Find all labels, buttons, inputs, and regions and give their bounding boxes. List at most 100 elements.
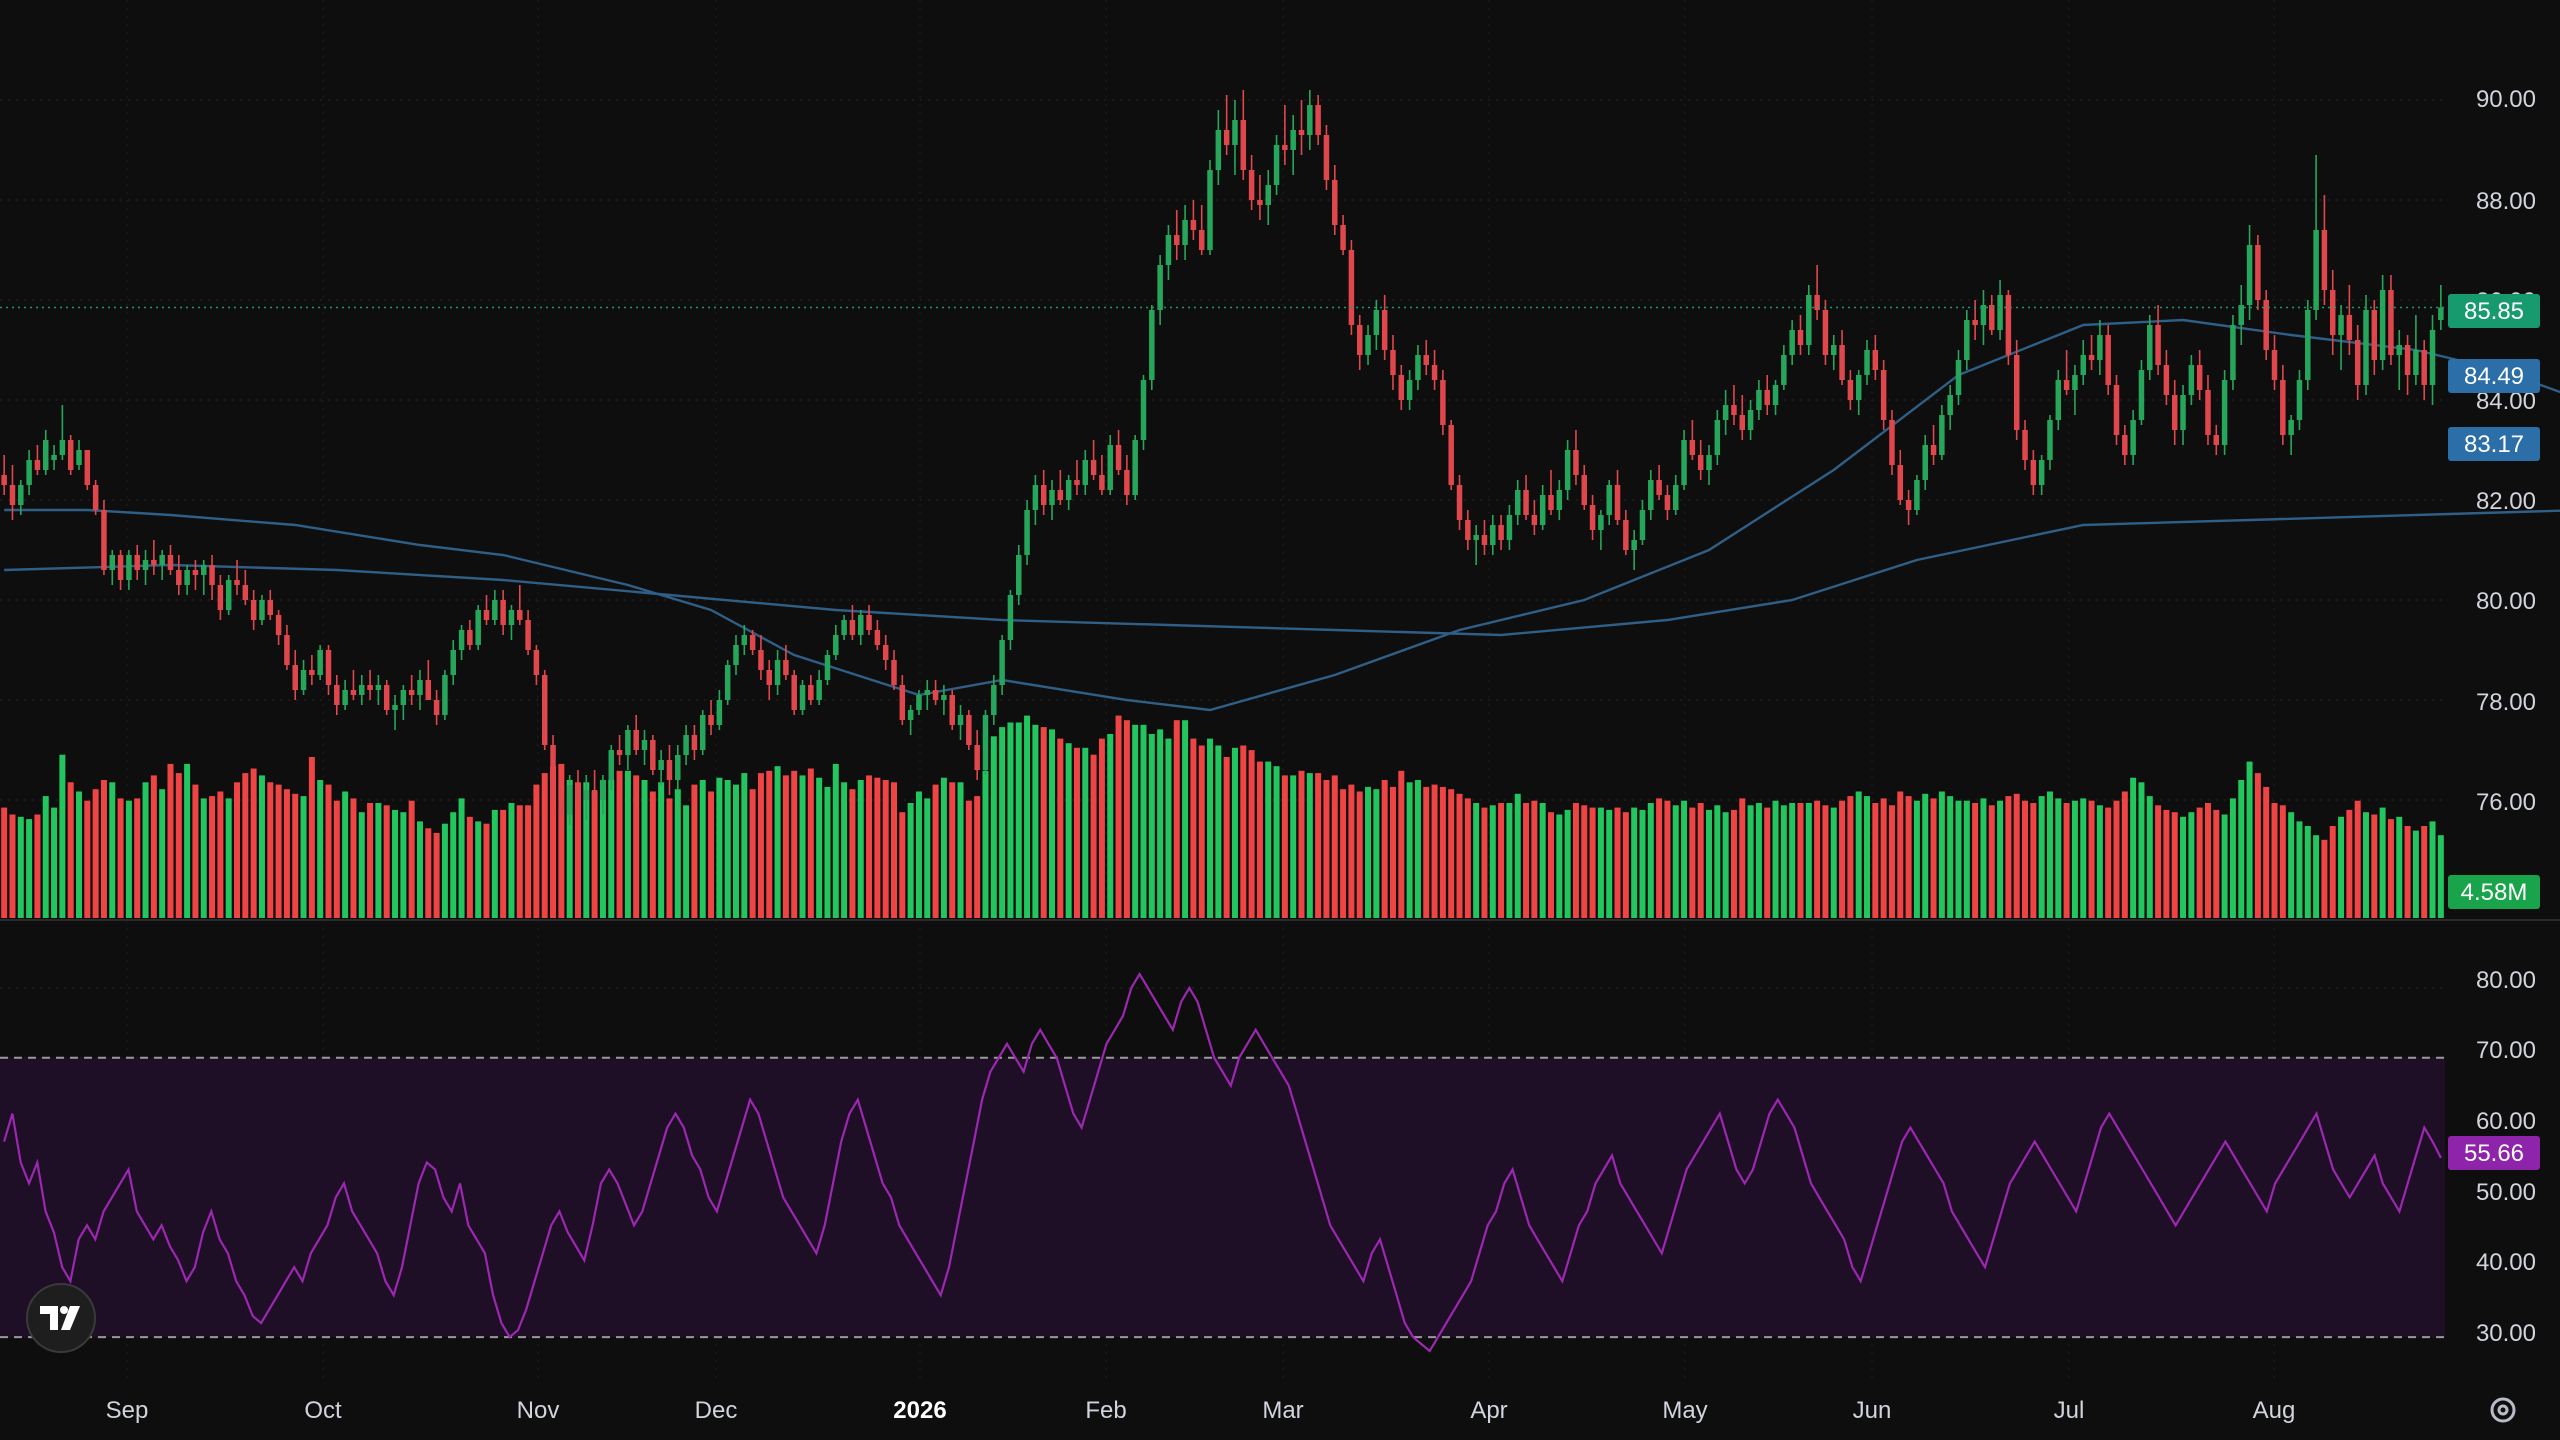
candle-body <box>458 630 465 650</box>
candle-body <box>1706 455 1712 470</box>
candle-body <box>1939 415 1945 455</box>
tradingview-logo-icon[interactable] <box>26 1283 96 1353</box>
candle-body <box>575 785 581 800</box>
volume-bar <box>599 780 606 918</box>
volume-bar <box>258 775 265 918</box>
volume-bar <box>217 791 224 918</box>
volume-bar <box>1198 745 1205 918</box>
volume-bar <box>2022 800 2029 918</box>
candle-body <box>2088 355 2095 360</box>
candle-body <box>2196 365 2203 390</box>
volume-bar <box>425 828 432 918</box>
volume-bar <box>550 766 557 918</box>
candle-body <box>1697 455 1704 470</box>
candle-body <box>1348 250 1355 325</box>
candle-body <box>991 685 997 715</box>
candle-body <box>824 655 831 680</box>
candle-body <box>375 685 382 690</box>
candle-body <box>1174 235 1180 245</box>
volume-bar <box>2296 821 2303 918</box>
candle-body <box>1897 465 1904 500</box>
candle-body <box>1589 505 1596 530</box>
candle-body <box>76 450 82 465</box>
volume-bar <box>2254 773 2261 918</box>
candle-body <box>2171 395 2178 430</box>
volume-bar <box>2271 803 2278 918</box>
volume-bar <box>1972 803 1979 918</box>
volume-bar <box>1672 805 1679 918</box>
volume-bar <box>1215 745 1222 918</box>
candle-body <box>2288 420 2294 435</box>
candle-body <box>675 755 681 780</box>
volume-bar <box>741 773 748 918</box>
volume-bar <box>1423 786 1430 918</box>
volume-bar <box>733 784 739 918</box>
moving-average-line-0 <box>4 318 2560 712</box>
volume-bar <box>583 782 590 918</box>
volume-bar <box>400 812 407 918</box>
volume-bar <box>433 832 440 918</box>
candle-body <box>201 565 207 575</box>
candle-body <box>982 715 989 770</box>
volume-bar <box>882 780 889 918</box>
candle-body <box>2413 350 2419 375</box>
volume-bar <box>1947 796 1954 918</box>
volume-bar <box>1256 761 1263 918</box>
volume-bar <box>1847 796 1854 918</box>
candle-body <box>184 570 190 585</box>
logo-circle <box>26 1283 96 1353</box>
volume-bar <box>2412 830 2419 918</box>
volume-bar <box>1107 734 1114 918</box>
volume-bar <box>857 780 864 918</box>
candle-body <box>51 455 57 460</box>
candle-body <box>1340 225 1346 250</box>
volume-bar <box>1389 786 1396 918</box>
volume-bar <box>1007 722 1014 918</box>
candle-body <box>1564 450 1571 490</box>
candle-body <box>1332 180 1338 225</box>
candle-body <box>500 600 506 625</box>
rsi-badge-bg <box>2448 1136 2540 1170</box>
time-axis[interactable]: Sep Oct Nov Dec 2026 Feb Mar Apr May Jun… <box>106 1397 2296 1424</box>
candle-body <box>716 700 723 725</box>
volume-bar <box>1772 800 1779 918</box>
volume-bar <box>1697 803 1704 918</box>
volume-bar <box>1498 803 1505 918</box>
candle-body <box>350 690 357 695</box>
volume-bar <box>1115 715 1122 918</box>
candle-body <box>1889 420 1895 465</box>
volume-bar <box>466 816 473 918</box>
candle-body <box>1623 520 1629 550</box>
volume-bar <box>774 766 781 918</box>
candle-body <box>857 615 864 635</box>
settings-gear-icon[interactable] <box>2490 1397 2516 1423</box>
candle-body <box>641 740 648 750</box>
candle-body <box>159 555 165 565</box>
candle-body <box>2138 370 2145 420</box>
candle-body <box>209 565 215 585</box>
candle-body <box>625 730 631 755</box>
candle-body <box>1714 420 1721 455</box>
volume-bar <box>308 757 315 918</box>
price-tick-80: 80.00 <box>2476 588 2536 615</box>
candle-body <box>1872 350 1879 370</box>
candle-body <box>2013 355 2020 430</box>
candle-body <box>849 620 856 635</box>
volume-bar <box>358 812 365 918</box>
volume-bar <box>2229 798 2236 918</box>
candle-body <box>1506 515 1513 540</box>
candle-body <box>1406 380 1413 400</box>
volume-bar <box>109 782 116 918</box>
candle-body <box>2005 295 2012 355</box>
candle-body <box>1523 490 1529 515</box>
volume-bar <box>1622 812 1629 918</box>
candle-body <box>533 650 540 675</box>
volume-bar <box>1572 803 1579 918</box>
volume-bar <box>333 800 340 918</box>
volume-bar <box>641 780 648 918</box>
rsi-tick-40: 40.00 <box>2476 1249 2536 1276</box>
rsi-axis[interactable]: 80.00 70.00 60.00 50.00 40.00 30.00 <box>2476 967 2536 1347</box>
candle-body <box>1797 330 1804 345</box>
volume-bar <box>2304 826 2311 918</box>
